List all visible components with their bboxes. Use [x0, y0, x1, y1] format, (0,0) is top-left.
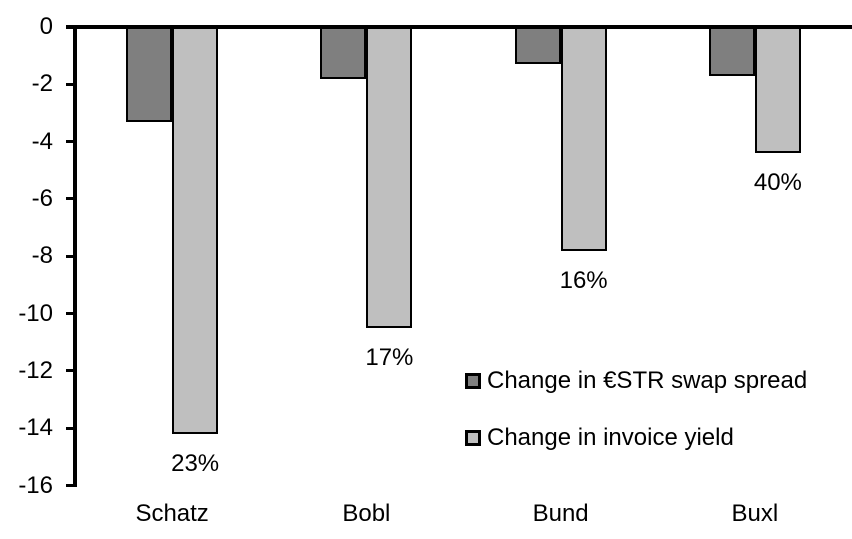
x-axis-label-schatz: Schatz: [135, 500, 209, 527]
bar-estr-swap-spread-schatz: [126, 25, 173, 122]
y-axis-tick-label: -12: [18, 356, 53, 384]
legend-item-swap-spread: Change in €STR swap spread: [465, 367, 808, 394]
data-label-schatz: 23%: [171, 449, 220, 477]
data-label-bund: 16%: [559, 266, 608, 294]
zero-baseline: [66, 25, 852, 29]
data-label-buxl: 40%: [753, 169, 802, 197]
invoice-yield-swatch-icon: [465, 430, 481, 446]
legend-item-invoice-yield: Change in invoice yield: [465, 424, 734, 451]
y-axis-tick: [66, 254, 75, 258]
x-axis-label-bobl: Bobl: [342, 500, 391, 527]
x-axis-label-buxl: Buxl: [731, 500, 779, 527]
y-axis-tick-label: -14: [18, 414, 53, 442]
y-axis-tick-label: -10: [18, 299, 53, 327]
bar-invoice-yield-buxl: [754, 25, 801, 154]
y-axis-tick: [66, 312, 75, 316]
bar-estr-swap-spread-bobl: [320, 25, 367, 79]
data-label-bobl: 17%: [365, 343, 414, 371]
bar-invoice-yield-schatz: [172, 25, 219, 434]
legend-label-swap-spread: Change in €STR swap spread: [487, 367, 808, 394]
y-axis-line: [73, 25, 77, 487]
y-axis-tick: [66, 82, 75, 86]
y-axis-tick-label: -16: [18, 471, 53, 499]
y-axis-tick-label: 0: [39, 13, 53, 40]
legend-label-invoice-yield: Change in invoice yield: [487, 424, 734, 451]
bar-estr-swap-spread-bund: [514, 25, 561, 65]
y-axis-tick-label: -8: [31, 242, 53, 270]
y-axis-tick-label: -2: [31, 70, 53, 98]
bar-invoice-yield-bund: [560, 25, 607, 251]
y-axis-tick: [66, 140, 75, 144]
y-axis-tick: [66, 484, 75, 487]
swap-spread-swatch-icon: [465, 373, 481, 389]
x-axis-label-bund: Bund: [532, 500, 589, 527]
bar-estr-swap-spread-buxl: [708, 25, 755, 76]
y-axis-tick: [66, 369, 75, 373]
y-axis-tick: [66, 197, 75, 201]
y-axis-tick-label: -6: [31, 184, 53, 212]
y-axis-tick: [66, 426, 75, 430]
bar-invoice-yield-bobl: [366, 25, 413, 328]
y-axis-tick-label: -4: [31, 127, 53, 155]
